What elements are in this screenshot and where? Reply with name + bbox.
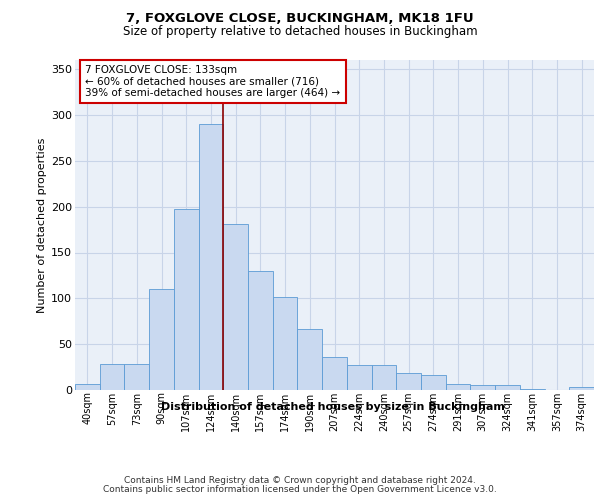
Text: Contains public sector information licensed under the Open Government Licence v3: Contains public sector information licen… xyxy=(103,484,497,494)
Bar xyxy=(248,271,273,390)
Bar xyxy=(149,289,174,390)
Text: 7, FOXGLOVE CLOSE, BUCKINGHAM, MK18 1FU: 7, FOXGLOVE CLOSE, BUCKINGHAM, MK18 1FU xyxy=(126,12,474,26)
Bar xyxy=(396,372,421,390)
Y-axis label: Number of detached properties: Number of detached properties xyxy=(37,138,47,312)
Bar xyxy=(174,210,199,390)
Bar xyxy=(371,365,396,390)
Text: 7 FOXGLOVE CLOSE: 133sqm
← 60% of detached houses are smaller (716)
39% of semi-: 7 FOXGLOVE CLOSE: 133sqm ← 60% of detach… xyxy=(85,65,341,98)
Bar xyxy=(520,389,545,390)
Bar xyxy=(298,328,322,390)
Bar xyxy=(495,386,520,390)
Bar xyxy=(347,365,371,390)
Bar xyxy=(322,357,347,390)
Text: Contains HM Land Registry data © Crown copyright and database right 2024.: Contains HM Land Registry data © Crown c… xyxy=(124,476,476,485)
Text: Size of property relative to detached houses in Buckingham: Size of property relative to detached ho… xyxy=(122,25,478,38)
Bar xyxy=(223,224,248,390)
Bar xyxy=(446,384,470,390)
Bar xyxy=(421,376,446,390)
Bar xyxy=(124,364,149,390)
Bar xyxy=(273,298,298,390)
Bar xyxy=(75,384,100,390)
Text: Distribution of detached houses by size in Buckingham: Distribution of detached houses by size … xyxy=(161,402,505,412)
Bar xyxy=(199,124,223,390)
Bar xyxy=(100,364,124,390)
Bar xyxy=(470,386,495,390)
Bar xyxy=(569,387,594,390)
